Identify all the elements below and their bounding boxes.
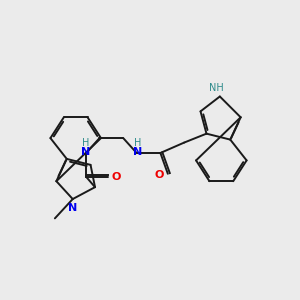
Text: O: O: [155, 170, 164, 180]
Text: H: H: [134, 138, 141, 148]
Text: N: N: [81, 147, 90, 157]
Text: N: N: [133, 147, 142, 157]
Text: NH: NH: [209, 83, 224, 93]
Text: O: O: [112, 172, 121, 182]
Text: H: H: [82, 138, 89, 148]
Text: N: N: [68, 203, 77, 213]
